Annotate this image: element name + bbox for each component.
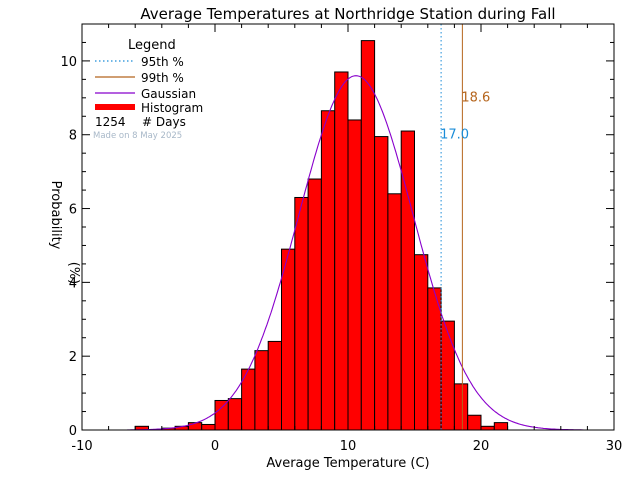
histogram-bar — [320, 110, 336, 431]
y-tick-label: 0 — [69, 424, 77, 439]
y-tick-label: 10 — [60, 55, 77, 70]
made-on-note: Made on 8 May 2025 — [93, 131, 182, 141]
x-tick-label: 30 — [606, 439, 623, 454]
histogram-bar — [214, 399, 229, 431]
histogram-bar — [427, 287, 442, 431]
histogram-bar — [493, 422, 509, 431]
histogram-bar — [480, 425, 495, 431]
x-tick-label: 20 — [473, 439, 490, 454]
histogram-bar — [227, 398, 243, 431]
histogram-bar — [414, 254, 429, 431]
legend-count: 1254 — [95, 115, 126, 129]
legend-title: Legend — [128, 38, 176, 53]
histogram-bar — [400, 130, 416, 431]
histogram-bar — [294, 196, 309, 431]
y-axis-label: Probability — [48, 181, 63, 250]
y-axis: 0 2 4 6 8 10 — [60, 23, 614, 439]
x-axis-label: Average Temperature (C) — [266, 456, 429, 471]
x-axis: -10 0 10 20 30 — [71, 24, 622, 454]
histogram-layer — [134, 40, 509, 431]
histogram-bar — [281, 248, 296, 431]
histogram-bar — [307, 178, 322, 431]
histogram-bar — [453, 383, 469, 431]
histogram-bar — [254, 350, 269, 431]
p95-value-label: 17.0 — [440, 127, 469, 142]
histogram-bar — [387, 193, 402, 431]
chart-title: Average Temperatures at Northridge Stati… — [140, 5, 555, 23]
y-tick-label: 2 — [69, 350, 77, 365]
histogram-bar — [201, 423, 216, 431]
histogram-bar — [467, 414, 482, 431]
legend-p99-label: 99th % — [141, 71, 184, 85]
legend-p95-label: 95th % — [141, 55, 184, 69]
y-tick-label: 6 — [69, 203, 77, 218]
gaussian-layer — [127, 75, 584, 431]
x-tick-label: -10 — [71, 439, 92, 454]
x-tick-label: 10 — [340, 439, 357, 454]
legend-histogram-swatch — [95, 104, 135, 110]
histogram-bar — [440, 320, 455, 431]
y-tick-label: 4 — [69, 276, 77, 291]
p99-value-label: 18.6 — [461, 91, 490, 106]
histogram-bar — [347, 119, 362, 431]
x-tick-label: 0 — [211, 439, 219, 454]
y-tick-label: 8 — [69, 129, 77, 144]
histogram-bar — [360, 40, 376, 431]
legend-count-label: # Days — [142, 115, 186, 129]
legend-histogram-label: Histogram — [141, 101, 203, 115]
legend-gaussian-label: Gaussian — [141, 87, 196, 101]
legend: Legend 95th % 99th % Gaussian Histogram … — [93, 38, 203, 141]
histogram-bar — [334, 71, 349, 431]
percentile-layer: 17.0 18.6 — [440, 24, 490, 430]
histogram-bar — [267, 340, 283, 431]
y-axis-unit-label: (%) — [66, 262, 81, 285]
gaussian-curve — [127, 75, 584, 431]
histogram-bar — [374, 136, 389, 431]
